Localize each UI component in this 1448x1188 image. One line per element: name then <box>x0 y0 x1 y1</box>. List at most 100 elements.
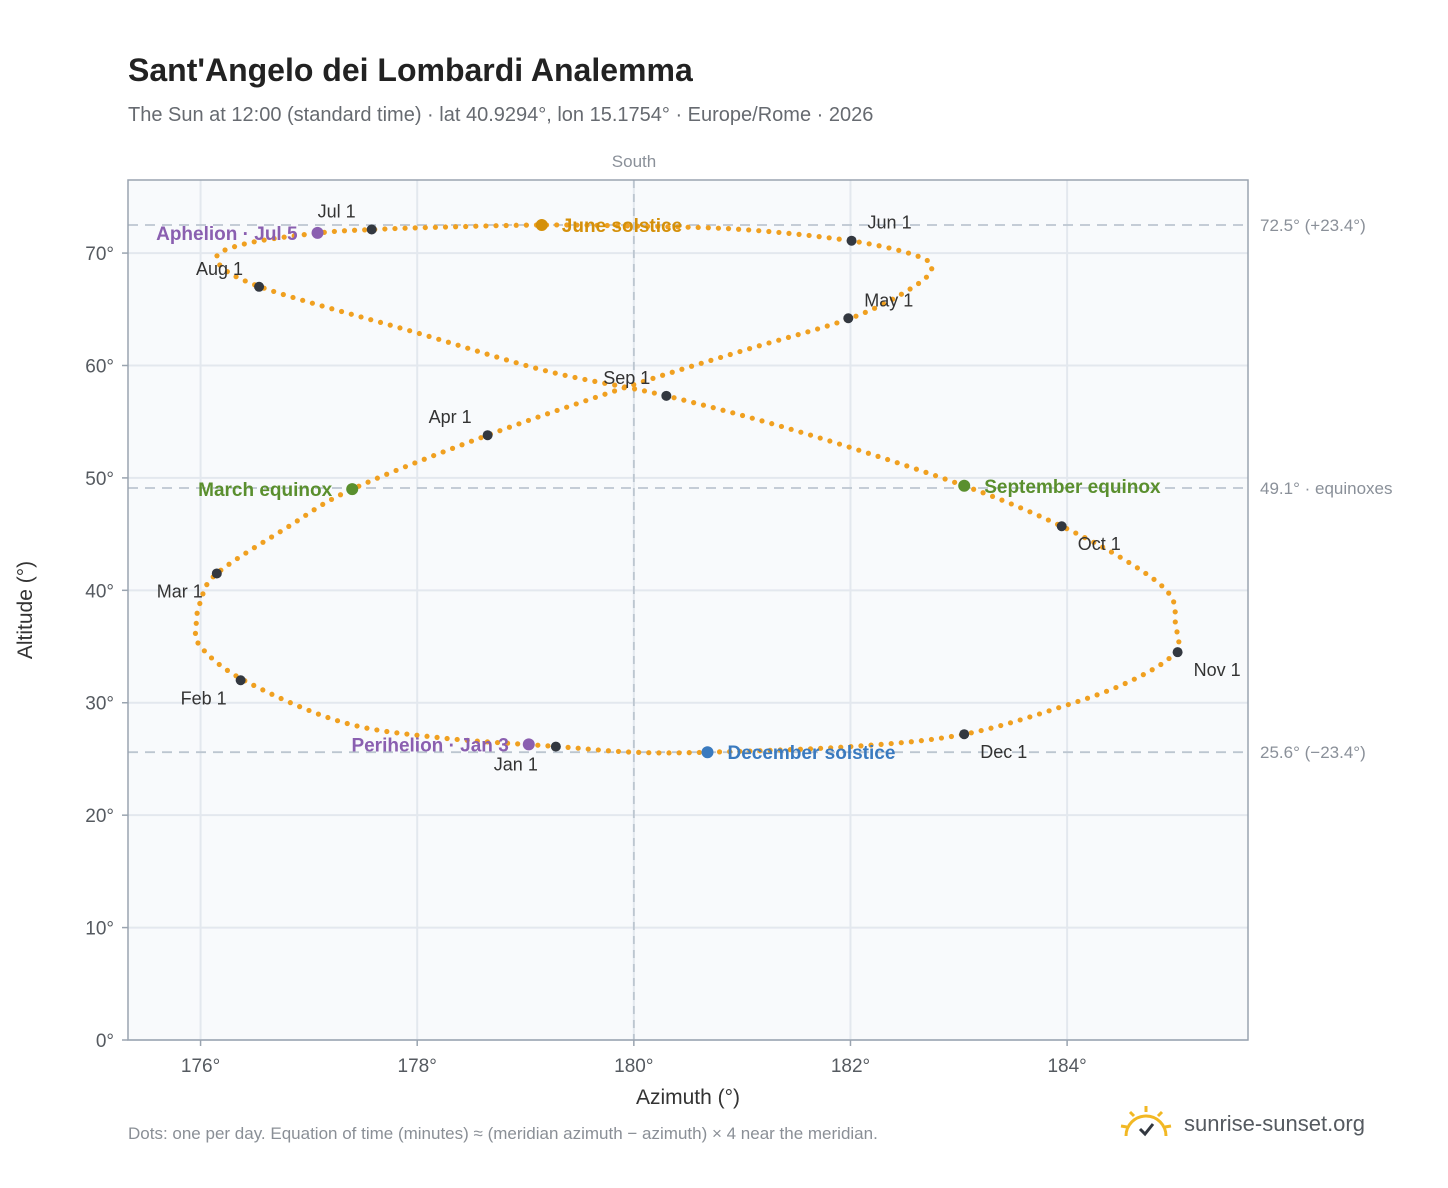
y-tick-label: 20° <box>85 806 114 827</box>
daily-sun-dot <box>749 415 755 421</box>
x-tick-label: 182° <box>831 1056 870 1077</box>
daily-sun-dot <box>329 306 335 312</box>
daily-sun-dot <box>640 378 646 385</box>
event-marker-label: September equinox <box>984 477 1161 498</box>
daily-sun-dot <box>554 407 560 414</box>
daily-sun-dot <box>503 222 509 229</box>
daily-sun-dot <box>602 380 608 386</box>
x-tick-label: 180° <box>614 1056 653 1077</box>
daily-sun-dot <box>1140 672 1146 678</box>
daily-sun-dot <box>407 328 413 334</box>
month-marker-dot <box>482 430 493 441</box>
daily-sun-dot <box>948 733 955 740</box>
daily-sun-dot <box>278 695 284 702</box>
daily-sun-dot <box>394 730 400 736</box>
daily-sun-dot <box>816 233 822 240</box>
daily-sun-dot <box>913 466 920 472</box>
daily-sun-dot <box>938 735 945 741</box>
daily-sun-dot <box>776 337 782 343</box>
daily-sun-dot <box>756 228 762 234</box>
daily-sun-dot <box>1082 535 1088 541</box>
daily-sun-dot <box>309 300 315 306</box>
daily-sun-dot <box>290 294 296 301</box>
daily-sun-dot <box>315 711 322 717</box>
daily-sun-dot <box>786 230 792 236</box>
daily-sun-dot <box>414 732 420 738</box>
daily-sun-dot <box>193 620 199 626</box>
daily-sun-dot <box>807 746 814 752</box>
daily-sun-dot <box>287 700 293 706</box>
reference-line-label: 25.6° (−23.4°) <box>1260 743 1366 762</box>
daily-sun-dot <box>641 388 648 394</box>
daily-sun-dot <box>269 691 275 697</box>
event-marker-dot <box>701 746 714 759</box>
daily-sun-dot <box>1036 513 1042 519</box>
brand-text: sunrise-sunset.org <box>1184 1111 1365 1136</box>
daily-sun-dot <box>260 687 266 693</box>
daily-sun-dot <box>387 322 393 328</box>
daily-sun-dot <box>1036 711 1043 717</box>
daily-sun-dot <box>497 428 503 434</box>
daily-sun-dot <box>440 449 446 455</box>
daily-sun-dot <box>459 442 465 448</box>
daily-sun-dot <box>866 241 872 247</box>
daily-sun-dot <box>778 423 785 430</box>
daily-sun-dot <box>574 222 580 228</box>
daily-sun-dot <box>1103 688 1110 694</box>
daily-sun-dot <box>766 340 772 346</box>
daily-sun-dot <box>584 222 590 228</box>
month-marker-dot <box>661 390 672 401</box>
daily-sun-dot <box>341 228 348 234</box>
daily-sun-dot <box>1159 583 1165 589</box>
daily-sun-dot <box>696 749 702 756</box>
daily-sun-dot <box>604 222 610 229</box>
brand-link[interactable]: sunrise-sunset.org <box>1120 1102 1365 1146</box>
daily-sun-dot <box>904 463 910 469</box>
daily-sun-dot <box>862 309 868 316</box>
daily-sun-dot <box>545 743 551 749</box>
x-axis-label: Azimuth (°) <box>636 1086 740 1109</box>
y-tick-label: 60° <box>85 356 114 377</box>
month-marker-dot <box>1056 521 1067 532</box>
month-marker-label: Dec 1 <box>980 742 1027 762</box>
daily-sun-dot <box>797 746 803 752</box>
daily-sun-dot <box>602 391 608 397</box>
chart-subtitle: The Sun at 12:00 (standard time) · lat 4… <box>128 104 874 126</box>
daily-sun-dot <box>807 432 814 438</box>
daily-sun-dot <box>1007 720 1014 726</box>
daily-sun-dot <box>686 750 692 756</box>
daily-sun-dot <box>242 278 248 284</box>
daily-sun-dot <box>725 226 732 232</box>
daily-sun-dot <box>552 370 558 376</box>
daily-sun-dot <box>251 545 257 551</box>
daily-sun-dot <box>671 395 677 401</box>
daily-sun-dot <box>1084 695 1091 701</box>
daily-sun-dot <box>980 490 986 496</box>
daily-sun-dot <box>494 354 500 360</box>
daily-sun-dot <box>338 308 345 315</box>
daily-sun-dot <box>865 450 872 456</box>
daily-sun-dot <box>455 342 461 348</box>
daily-sun-dot <box>573 401 579 407</box>
daily-sun-dot <box>666 750 672 756</box>
daily-sun-dot <box>231 244 238 250</box>
daily-sun-dot <box>631 382 637 388</box>
daily-sun-dot <box>404 731 410 737</box>
sun-logo-icon <box>1120 1104 1172 1145</box>
daily-sun-dot <box>306 707 312 714</box>
daily-sun-dot <box>432 224 438 230</box>
daily-sun-dot <box>923 274 930 280</box>
event-marker-dot <box>346 483 359 496</box>
daily-sun-dot <box>234 555 240 562</box>
daily-sun-dot <box>747 346 753 352</box>
daily-sun-dot <box>337 492 344 498</box>
daily-sun-dot <box>907 286 913 292</box>
daily-sun-dot <box>535 742 541 748</box>
event-marker-label: Perihelion · Jan 3 <box>351 735 508 756</box>
daily-sun-dot <box>651 390 657 396</box>
daily-sun-dot <box>233 274 239 280</box>
month-marker-label: Feb 1 <box>181 688 227 708</box>
daily-sun-dot <box>214 253 220 259</box>
daily-sun-dot <box>449 445 456 451</box>
daily-sun-dot <box>320 501 326 508</box>
